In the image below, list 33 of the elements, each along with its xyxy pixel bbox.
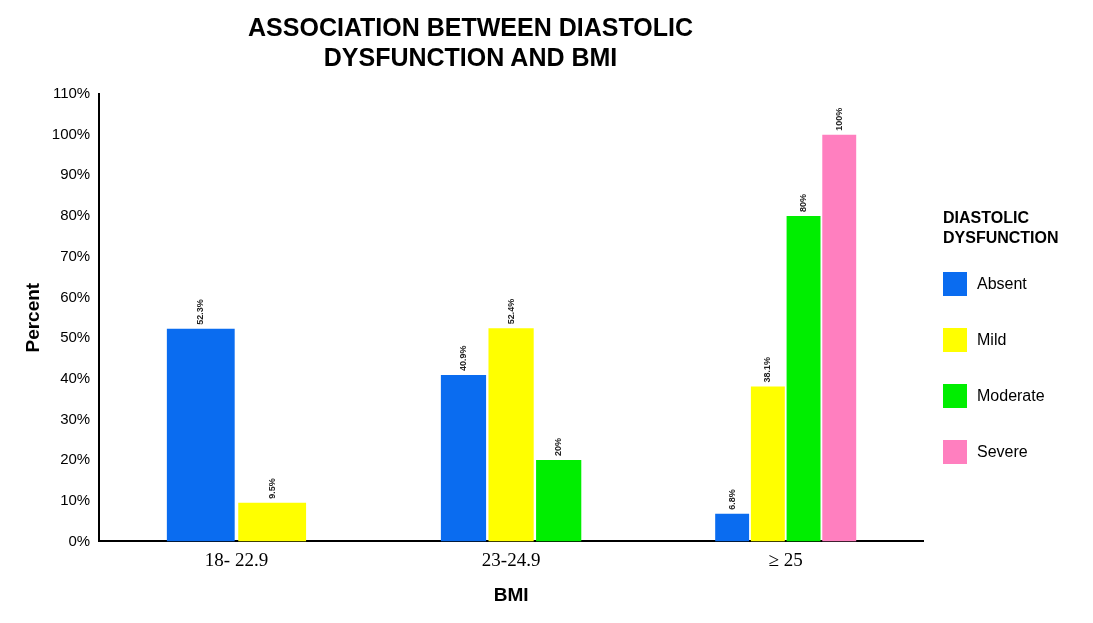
legend-label: Mild	[977, 331, 1007, 349]
x-tick-label: ≥ 25	[768, 548, 803, 570]
legend-label: Moderate	[977, 387, 1045, 405]
text: DYSFUNCTION AND BMI	[323, 42, 618, 71]
y-tick-label: 110%	[52, 84, 91, 102]
data-label: 52.4%	[505, 298, 516, 325]
data-label: 38.1%	[762, 356, 773, 383]
y-tick-label: 30%	[60, 409, 91, 427]
y-tick-label: 10%	[60, 490, 91, 508]
data-label: 40.9%	[457, 345, 468, 372]
y-tick-label: 80%	[60, 206, 91, 224]
legend-title: DIASTOLIC DYSFUNCTION	[943, 208, 1060, 248]
x-tick-label: 18- 22.9	[204, 548, 269, 570]
y-tick-label: 0%	[68, 531, 91, 549]
data-label: 100%	[833, 107, 844, 131]
y-tick-label: 50%	[60, 328, 91, 346]
y-tick-label: 70%	[60, 246, 91, 264]
legend-label: Absent	[977, 275, 1027, 293]
x-axis-title: BMI	[493, 583, 529, 605]
y-axis-title: Percent	[21, 282, 43, 353]
data-label: 6.8%	[726, 489, 737, 510]
data-label: 20%	[553, 438, 564, 457]
x-tick-label: 23-24.9	[481, 548, 541, 570]
y-tick-label: 40%	[60, 368, 91, 386]
data-label: 80%	[798, 194, 809, 213]
y-tick-label: 60%	[60, 287, 91, 305]
data-label: 9.5%	[266, 478, 277, 499]
y-tick-label: 20%	[60, 450, 91, 468]
text: ASSOCIATION BETWEEN DIASTOLIC	[248, 12, 693, 41]
data-label: 52.3%	[195, 299, 206, 325]
legend-label: Severe	[977, 443, 1028, 461]
y-tick-label: 90%	[60, 165, 91, 183]
y-tick-label: 100%	[51, 124, 91, 142]
